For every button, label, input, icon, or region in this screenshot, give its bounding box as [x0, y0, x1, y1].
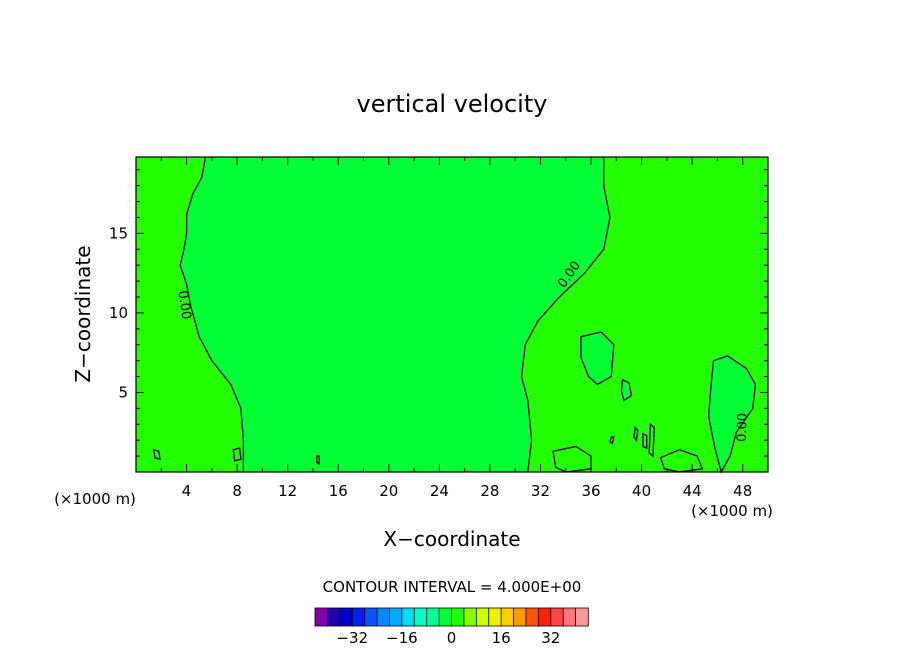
contour-loop-9: [232, 447, 242, 462]
x-tick-label: 28: [480, 482, 499, 500]
contour-left-zero-line: [179, 156, 245, 472]
colorbar-swatch: [475, 607, 490, 627]
colorbar-swatch: [351, 607, 366, 627]
contour-loop-40b: [648, 422, 655, 458]
contour-labels: 0.000.000.00: [175, 259, 751, 443]
contour-loop-2: [152, 448, 161, 461]
x-tick-label: 44: [683, 482, 702, 500]
colorbar-swatch: [451, 607, 465, 627]
colorbar-tick-label: 16: [492, 629, 511, 647]
x-tick-label: 40: [632, 482, 651, 500]
x-tick-label: 20: [379, 482, 398, 500]
colorbar-swatch: [438, 607, 453, 627]
colorbar-swatch: [513, 607, 527, 627]
colorbar-swatch: [426, 607, 440, 627]
contour-lines: [152, 156, 757, 474]
contour-loop-46: [707, 355, 757, 474]
colorbar-swatch: [500, 607, 515, 627]
colorbar-swatch: [537, 607, 552, 627]
x-tick-label: 48: [733, 482, 752, 500]
x-unit-right: (×1000 m): [691, 502, 773, 520]
contour-right-zero-line: [520, 157, 611, 473]
colorbar: −32 −16 0 16 32: [314, 607, 589, 647]
contour-label: 0.00: [175, 290, 194, 321]
contour-loop-36: [580, 331, 615, 386]
colorbar-swatch: [488, 607, 502, 627]
contour-loop-42: [659, 449, 704, 473]
y-tick-label: 15: [109, 224, 128, 242]
plot-frame: [135, 156, 769, 473]
contour-label: 0.00: [735, 413, 751, 442]
y-tick-label: 5: [118, 383, 128, 401]
colorbar-swatch: [575, 607, 589, 627]
y-axis-title: Z−coordinate: [71, 245, 95, 382]
colorbar-swatch: [327, 607, 341, 627]
colorbar-tick-label: −16: [386, 629, 418, 647]
colorbar-swatch: [525, 607, 540, 627]
region-negative: [180, 157, 610, 472]
x-tick-label: 24: [430, 482, 449, 500]
x-tick-label: 8: [232, 482, 242, 500]
colorbar-swatch: [401, 607, 415, 627]
colorbar-tick-label: −32: [336, 629, 368, 647]
colorbar-swatch: [413, 607, 428, 627]
y-tick-label: 10: [109, 304, 128, 322]
colorbar-tick-label: 32: [541, 629, 560, 647]
contour-loop-40a: [642, 432, 648, 450]
colorbar-swatch: [463, 607, 478, 627]
x-tick-label: 12: [278, 482, 297, 500]
x-axis-title: X−coordinate: [383, 527, 520, 551]
x-tick-label: 4: [182, 482, 192, 500]
x-unit-left: (×1000 m): [54, 490, 136, 508]
x-tick-label: 32: [531, 482, 550, 500]
contour-loop-39: [620, 378, 633, 402]
colorbar-swatch: [314, 607, 329, 627]
colorbar-tick-label: 0: [447, 629, 457, 647]
colorbar-swatch: [376, 607, 391, 627]
x-tick-label: 16: [329, 482, 348, 500]
contour-interval: CONTOUR INTERVAL = 4.000E+00: [323, 578, 582, 596]
colorbar-swatch: [339, 607, 353, 627]
colorbar-swatch: [364, 607, 378, 627]
colorbar-swatch: [550, 607, 564, 627]
x-tick-label: 36: [581, 482, 600, 500]
contour-loop-38: [609, 436, 615, 445]
chart-title: vertical velocity: [357, 90, 548, 118]
contour-loop-39b: [633, 425, 639, 442]
colorbar-swatch: [562, 607, 577, 627]
colorbar-swatch: [389, 607, 403, 627]
contour-loop-14: [316, 455, 320, 466]
